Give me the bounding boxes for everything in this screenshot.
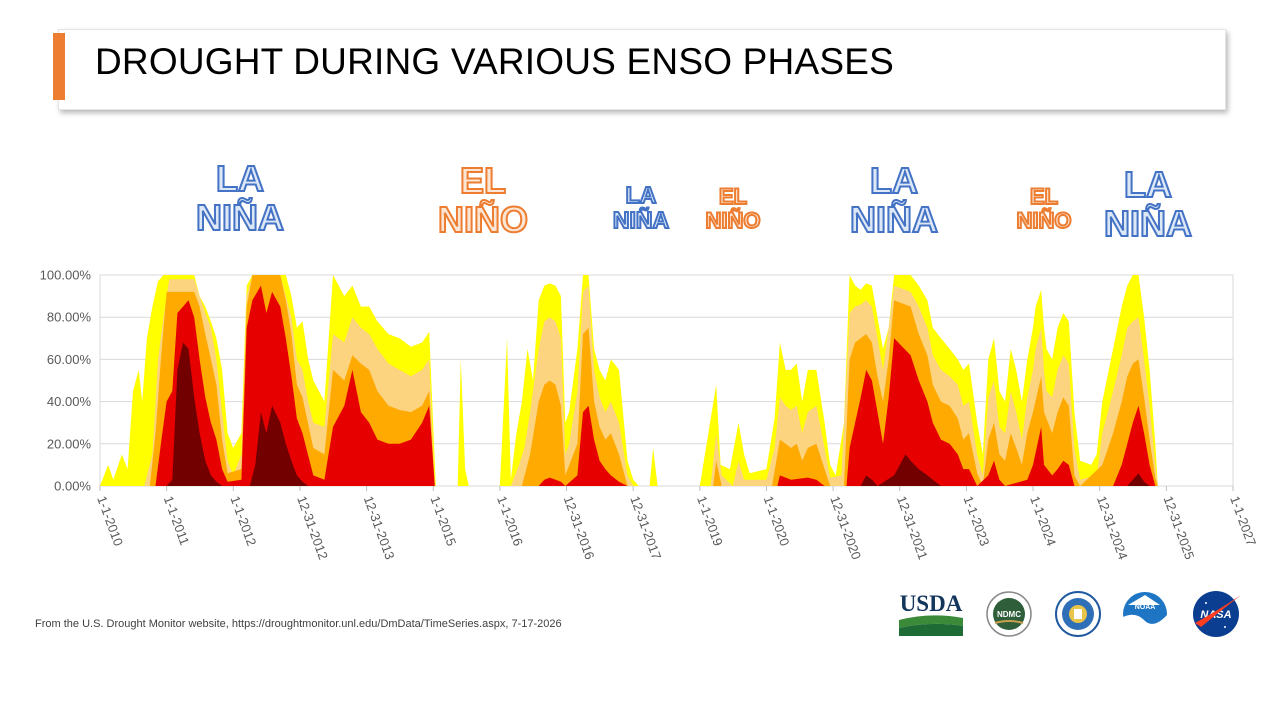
x-tick-label: 1-1-2010 — [94, 494, 126, 548]
y-tick-label: 40.00% — [47, 394, 92, 409]
x-tick-label: 1-1-2019 — [694, 494, 726, 548]
x-tick-label: 1-1-2015 — [427, 494, 459, 548]
x-tick-label: 1-1-2020 — [761, 494, 793, 548]
x-tick-label: 12-31-2024 — [1094, 494, 1131, 562]
title-accent-bar — [53, 33, 65, 100]
phase-label-line1: LA — [625, 182, 658, 209]
slide-title: DROUGHT DURING VARIOUS ENSO PHASES — [95, 41, 894, 82]
nasa-logo: NASA — [1193, 591, 1241, 637]
x-tick-label: 12-31-2021 — [894, 494, 931, 562]
x-tick-label: 1-1-2012 — [227, 494, 259, 548]
x-tick-label: 12-31-2020 — [827, 494, 864, 562]
x-tick-label: 1-1-2027 — [1227, 494, 1259, 548]
y-tick-label: 20.00% — [47, 436, 92, 451]
phase-label-line1: EL — [718, 184, 748, 209]
phase-label: LA NIÑA — [1098, 164, 1198, 244]
x-tick-label: 1-1-2023 — [961, 494, 993, 548]
phase-label: EL NIÑO — [697, 184, 769, 233]
ndmc-logo-text: NDMC — [997, 610, 1021, 619]
drought-area-chart: 0.00% 20.00% 40.00% 60.00% 80.00% 100.00% 1-1-… — [40, 268, 1259, 562]
x-tick-label: 1-1-2016 — [494, 494, 526, 548]
phase-label-line2: NIÑA — [1103, 202, 1193, 244]
phase-label-line1: LA — [869, 160, 919, 201]
usda-logo-text: USDA — [900, 591, 963, 616]
phase-label-line2: NIÑO — [705, 207, 762, 233]
y-tick-label: 60.00% — [47, 352, 92, 367]
y-tick-label: 100.00% — [40, 268, 92, 283]
series-area-d3 — [100, 285, 1233, 486]
phase-label-line1: EL — [459, 160, 507, 201]
x-tick-label: 12-31-2013 — [361, 494, 398, 562]
phase-label-line1: LA — [215, 158, 265, 199]
phase-label-line1: LA — [1123, 164, 1173, 205]
phase-label-line2: NIÑO — [437, 198, 529, 240]
usda-logo: USDA — [899, 591, 963, 636]
x-tick-label: 12-31-2025 — [1161, 494, 1198, 562]
phase-label: EL NIÑO — [1008, 184, 1080, 233]
phase-label: LA NIÑA — [190, 158, 290, 238]
phase-label-line2: NIÑO — [1016, 207, 1073, 233]
noaa-logo: NOAA — [1123, 592, 1168, 637]
phase-label: LA NIÑA — [844, 160, 944, 240]
x-tick-label: 12-31-2012 — [294, 494, 331, 562]
x-tick-label: 1-1-2011 — [161, 494, 193, 547]
series-area-d2 — [100, 275, 1233, 486]
doc-seal-logo — [1055, 591, 1101, 637]
phase-label-line1: EL — [1029, 184, 1059, 209]
phase-label-line2: NIÑA — [195, 196, 285, 238]
phase-label-line2: NIÑA — [849, 198, 939, 240]
phase-label: EL NIÑO — [433, 160, 533, 240]
phase-label-line2: NIÑA — [612, 206, 670, 234]
ndmc-logo: NDMC — [986, 591, 1032, 637]
y-tick-label: 0.00% — [54, 479, 91, 494]
source-citation: From the U.S. Drought Monitor website, h… — [35, 618, 562, 630]
noaa-logo-text: NOAA — [1135, 604, 1156, 611]
x-tick-label: 12-31-2017 — [627, 494, 664, 562]
title-box — [58, 29, 1226, 110]
y-tick-label: 80.00% — [47, 310, 92, 325]
x-tick-label: 12-31-2016 — [561, 494, 598, 562]
x-tick-label: 1-1-2024 — [1027, 494, 1059, 548]
phase-label: LA NIÑA — [606, 182, 676, 234]
